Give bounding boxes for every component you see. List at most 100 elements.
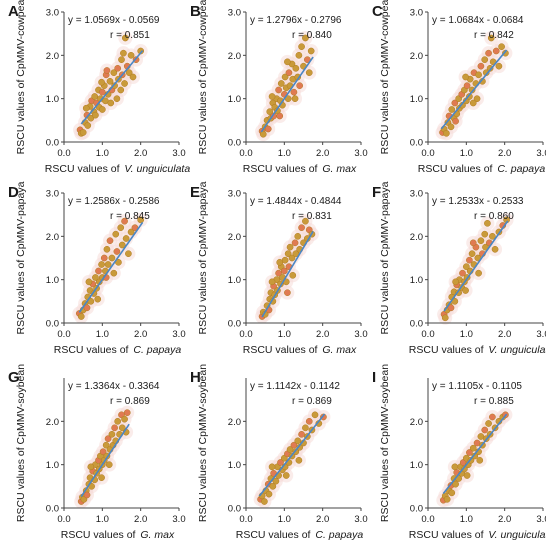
x-axis-label: RSCU values of G. max (243, 163, 357, 175)
data-point (451, 99, 459, 107)
x-tick-label: 0.0 (57, 514, 70, 525)
x-tick-label: 2.0 (316, 329, 329, 340)
data-point (82, 104, 90, 112)
panel-h: H 0.0 1.0 2.0 0.0 1.0 2.0 3.0 y = 1.1142x - 0.11… (190, 364, 368, 541)
x-tick-label: 2.0 (134, 514, 147, 525)
data-point (77, 313, 85, 320)
y-tick-label: 2.0 (410, 51, 423, 62)
fit-line (440, 49, 508, 130)
y-axis-label: RSCU values of CpMMV-papaya (197, 181, 209, 334)
y-tick-label: 1.0 (46, 275, 59, 286)
data-point (462, 263, 470, 271)
data-point (108, 254, 116, 262)
y-tick-label: 2.0 (228, 232, 241, 243)
x-axis-label-species: V. unguiculata (488, 344, 546, 356)
data-point (259, 130, 267, 138)
data-point (298, 43, 305, 51)
data-point (111, 82, 118, 90)
x-tick-label: 1.0 (278, 329, 291, 340)
data-point (498, 43, 505, 51)
data-point (84, 122, 92, 129)
equation-label: y = 1.2586x - 0.2586 (68, 196, 160, 207)
r-label: r = 0.840 (292, 30, 332, 41)
data-point (275, 86, 282, 94)
y-tick-label: 3.0 (228, 189, 241, 200)
x-tick-label: 1.0 (460, 148, 473, 159)
data-point (469, 239, 477, 247)
equation-label: y = 1.3364x - 0.3364 (68, 381, 160, 392)
fit-line (258, 413, 326, 497)
x-tick-label: 3.0 (536, 329, 546, 340)
y-tick-label: 3.0 (410, 8, 423, 19)
data-point (261, 498, 268, 505)
data-point (492, 47, 500, 55)
x-tick-label: 2.0 (498, 148, 511, 159)
x-tick-label: 3.0 (354, 514, 367, 525)
x-tick-label: 2.0 (316, 148, 329, 159)
y-tick-label: 3.0 (228, 8, 241, 19)
data-point (452, 480, 459, 488)
panel-letter: D (8, 184, 19, 201)
data-point (98, 88, 106, 96)
data-point (475, 269, 482, 277)
y-axis-label: RSCU values of CpMMV-cowpea (197, 0, 209, 154)
x-axis-label-prefix: RSCU values of (243, 344, 321, 356)
data-point (469, 444, 477, 452)
data-point (114, 417, 122, 425)
y-axis-label: RSCU values of CpMMV-soybean (15, 364, 27, 522)
data-point (280, 267, 288, 275)
data-point (462, 287, 469, 294)
x-tick-label: 0.0 (421, 329, 434, 340)
y-tick-label: 0.0 (228, 504, 241, 515)
data-point (125, 250, 132, 258)
data-point (92, 274, 99, 281)
data-point (269, 482, 277, 490)
data-point (489, 232, 496, 240)
data-point (129, 73, 137, 81)
x-tick-label: 1.0 (460, 514, 473, 525)
data-point (477, 237, 485, 245)
data-point (495, 62, 503, 70)
data-point (110, 69, 118, 77)
x-axis-label: RSCU values of C. papaya (54, 344, 182, 356)
x-tick-label: 0.0 (239, 329, 252, 340)
data-point (284, 289, 291, 297)
data-point (98, 106, 106, 113)
data-point (118, 424, 126, 432)
equation-label: y = 1.1142x - 0.1142 (250, 381, 340, 392)
data-point (452, 278, 459, 286)
data-point (284, 250, 292, 258)
equation-label: y = 1.2796x - 0.2796 (250, 15, 342, 26)
data-point (98, 78, 105, 86)
data-point (103, 67, 111, 74)
x-tick-label: 3.0 (536, 148, 546, 159)
equation-label: y = 1.0684x - 0.0684 (432, 15, 524, 26)
data-point (106, 77, 114, 85)
y-tick-label: 1.0 (228, 275, 241, 286)
data-point (291, 95, 299, 103)
x-tick-label: 2.0 (134, 329, 147, 340)
data-point (87, 114, 95, 122)
panel-e: E 0.0 1.0 2.0 3.0 0.0 1.0 2.0 3.0 y = 1.4844x - 0… (190, 181, 368, 356)
r-label: r = 0.885 (474, 396, 514, 407)
x-axis-label-species: G. max (140, 529, 175, 541)
fit-line (80, 423, 130, 497)
data-point (290, 441, 298, 449)
y-tick-label: 2.0 (46, 232, 59, 243)
x-axis-label: RSCU values of G. max (243, 344, 357, 356)
data-point (452, 117, 459, 125)
data-point (102, 441, 110, 449)
data-point (491, 245, 499, 253)
data-point (463, 82, 471, 90)
panel-letter: G (8, 369, 20, 386)
x-axis-label: RSCU values of V. unguiculata (409, 344, 546, 356)
data-point (307, 47, 315, 55)
y-tick-label: 0.0 (46, 504, 59, 515)
y-tick-label: 1.0 (410, 94, 423, 105)
data-point (298, 224, 305, 232)
data-point (286, 446, 294, 453)
y-tick-label: 3.0 (410, 189, 423, 200)
x-axis-label-species: G. max (322, 344, 357, 356)
data-point (121, 217, 128, 225)
y-axis-label: RSCU values of CpMMV-cowpea (15, 0, 27, 154)
